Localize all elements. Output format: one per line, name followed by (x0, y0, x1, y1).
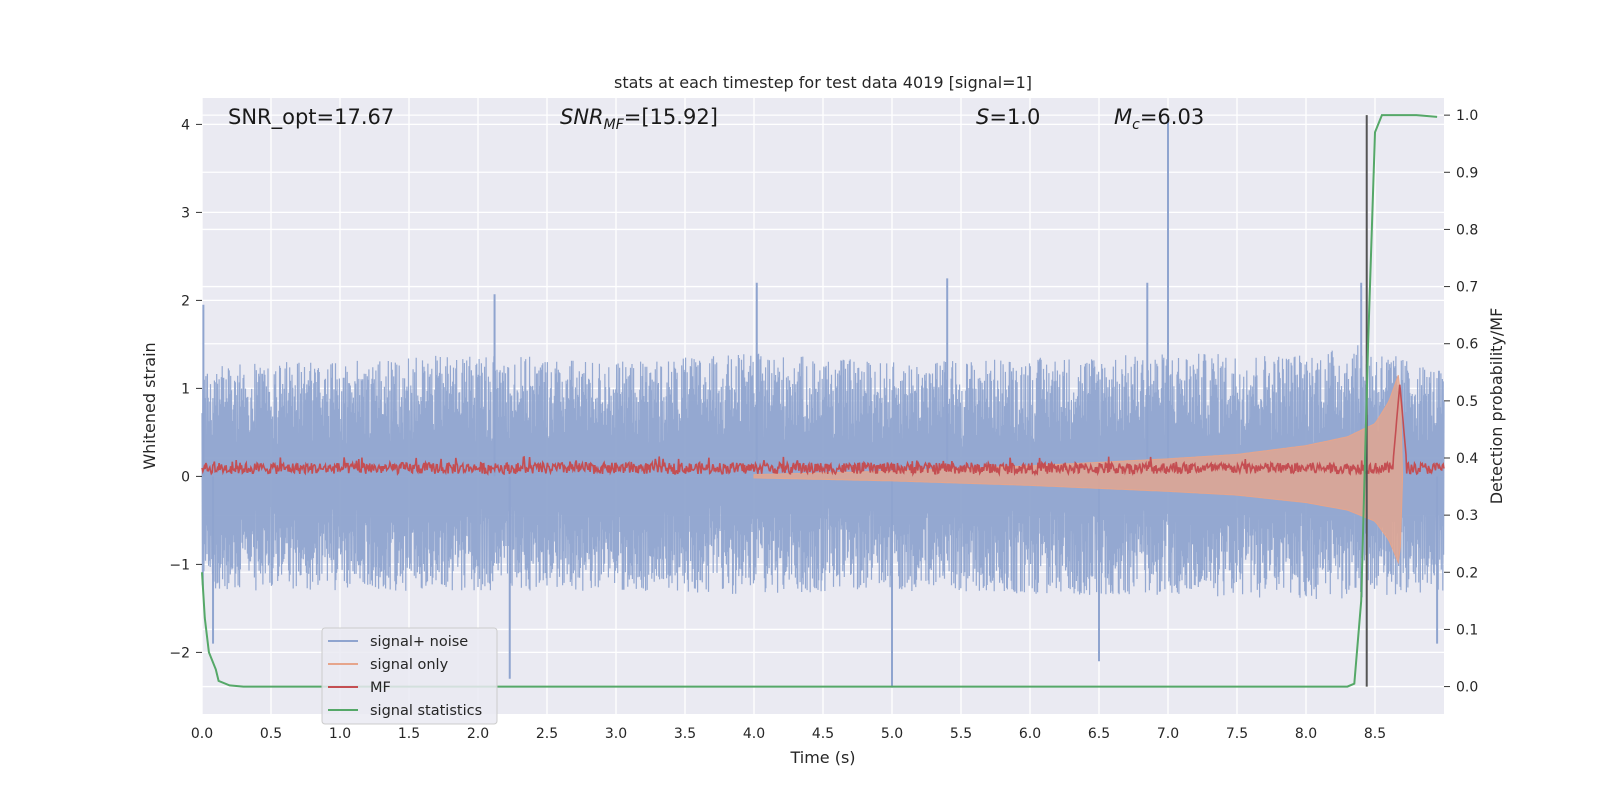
y2-tick-label: 0.7 (1456, 280, 1478, 296)
y2-tick-label: 0.0 (1456, 680, 1478, 696)
legend-label-signal-statistics: signal statistics (370, 703, 482, 719)
x-tick-label: 7.0 (1157, 726, 1179, 742)
y-tick-label: 1 (181, 381, 190, 397)
x-tick-label: 7.5 (1226, 726, 1248, 742)
x-tick-label: 2.5 (536, 726, 558, 742)
y-axis-label: Whitened strain (140, 342, 159, 469)
x-tick-label: 0.5 (260, 726, 282, 742)
signal-noise-series (201, 120, 1445, 688)
x-axis-label: Time (s) (789, 748, 855, 767)
y2-tick-label: 0.1 (1456, 622, 1478, 638)
x-axis-ticks: 0.0 0.5 1.0 1.5 2.0 2.5 3.0 3.5 4.0 4.5 5.0 5.5 6.0 6… (191, 726, 1386, 742)
y2-tick-label: 0.8 (1456, 222, 1478, 238)
x-tick-label: 8.5 (1364, 726, 1386, 742)
annotation-snr-mf-base: SNR (560, 105, 604, 129)
y2-tick-label: 0.4 (1456, 451, 1478, 467)
legend-box (321, 627, 498, 725)
y2-tick-label: 0.6 (1456, 337, 1478, 353)
annotation-s: S=1.0 (976, 105, 1040, 129)
x-tick-label: 6.5 (1088, 726, 1110, 742)
y2-tick-label: 0.9 (1456, 165, 1478, 181)
y2-axis-ticks: 0.0 0.1 0.2 0.3 0.4 0.5 0.6 0.7 0.8 0.9 1.0 (1444, 108, 1478, 696)
x-tick-label: 3.5 (674, 726, 696, 742)
y-tick-label: 2 (181, 293, 190, 309)
x-tick-label: 1.5 (398, 726, 420, 742)
annotation-mc-value: =6.03 (1140, 105, 1204, 129)
annotation-s-base: S (976, 105, 989, 129)
x-tick-label: 4.5 (812, 726, 834, 742)
chart-title: stats at each timestep for test data 401… (614, 73, 1032, 92)
annotation-mc-base: M (1114, 105, 1132, 129)
annotation-snr-mf-sub: MF (604, 117, 625, 133)
annotation-s-value: =1.0 (989, 105, 1040, 129)
legend: signal+ noise signal only MF signal stat… (321, 627, 498, 725)
annotation-snr-mf-value: =[15.92] (624, 105, 718, 129)
y-tick-label: 4 (181, 117, 190, 133)
legend-label-signal-noise: signal+ noise (370, 634, 468, 650)
annotation-mc: Mc=6.03 (1114, 105, 1204, 133)
x-tick-label: 6.0 (1019, 726, 1041, 742)
x-tick-label: 1.0 (329, 726, 351, 742)
mf-trace (201, 384, 1445, 477)
legend-label-signal-only: signal only (370, 657, 449, 673)
y-tick-label: 0 (181, 469, 190, 485)
y2-tick-label: 0.5 (1456, 394, 1478, 410)
y2-tick-label: 0.2 (1456, 565, 1478, 581)
mf-series (201, 384, 1445, 477)
x-tick-label: 4.0 (743, 726, 765, 742)
signal-noise-trace (201, 345, 1445, 600)
legend-label-mf: MF (370, 680, 391, 696)
y2-tick-label: 1.0 (1456, 108, 1478, 124)
y-tick-label: 3 (181, 205, 190, 221)
signal-statistics-series (201, 114, 1438, 688)
annotations: SNR_opt=17.67 SNRMF=[15.92] S=1.0 Mc=6.0… (228, 105, 1204, 133)
signal-statistics-trace (201, 114, 1438, 688)
y2-tick-label: 0.3 (1456, 508, 1478, 524)
y-axis-ticks: −2 −1 0 1 2 3 4 (169, 117, 202, 661)
y-tick-label: −2 (169, 645, 190, 661)
annotation-snr-opt: SNR_opt=17.67 (228, 105, 394, 130)
annotation-mc-sub: c (1132, 117, 1140, 133)
x-tick-label: 0.0 (191, 726, 213, 742)
x-tick-label: 5.0 (881, 726, 903, 742)
x-tick-label: 2.0 (467, 726, 489, 742)
annotation-snr-mf: SNRMF=[15.92] (560, 105, 718, 133)
x-tick-label: 3.0 (605, 726, 627, 742)
x-tick-label: 8.0 (1295, 726, 1317, 742)
x-tick-label: 5.5 (950, 726, 972, 742)
y-tick-label: −1 (169, 557, 190, 573)
y2-axis-label: Detection probability/MF (1487, 308, 1506, 505)
